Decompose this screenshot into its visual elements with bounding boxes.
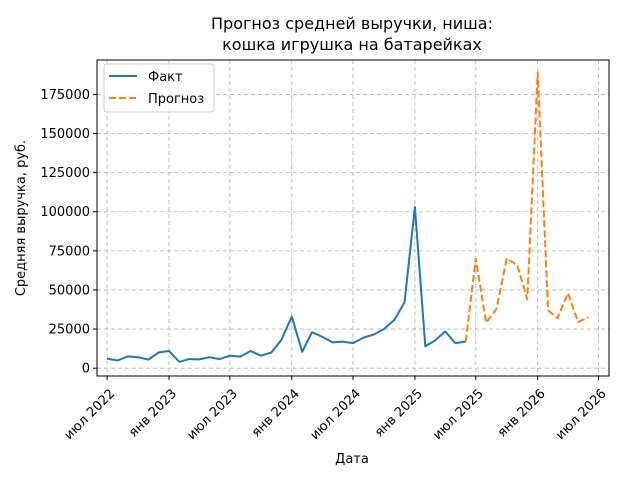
y-tick-label: 125000	[40, 166, 90, 181]
y-tick-label: 150000	[40, 127, 90, 142]
y-tick-label: 50000	[49, 283, 90, 298]
legend-label-forecast: Прогноз	[148, 92, 204, 107]
y-axis-label: Средняя выручка, руб.	[14, 140, 29, 296]
y-tick-label: 100000	[40, 205, 90, 220]
y-tick-label: 25000	[49, 323, 90, 338]
chart-title-line-1: Прогноз средней выручки, ниша:	[211, 14, 493, 33]
y-tick-label: 0	[82, 362, 90, 377]
legend-label-fact: Факт	[148, 70, 183, 85]
series-line-fact	[106, 206, 466, 363]
chart-title-line-2: кошка игрушка на батарейках	[222, 35, 482, 54]
series-lines	[106, 71, 589, 363]
y-tick-label: 75000	[49, 244, 90, 259]
grid	[97, 60, 609, 376]
y-axis-ticks: 0 25000 50000 75000 100000 125000 150000 175000	[40, 88, 97, 377]
y-tick-label: 175000	[40, 88, 90, 103]
legend: Факт Прогноз	[103, 63, 215, 113]
x-axis-label: Дата	[335, 452, 369, 467]
series-line-forecast	[464, 71, 589, 342]
